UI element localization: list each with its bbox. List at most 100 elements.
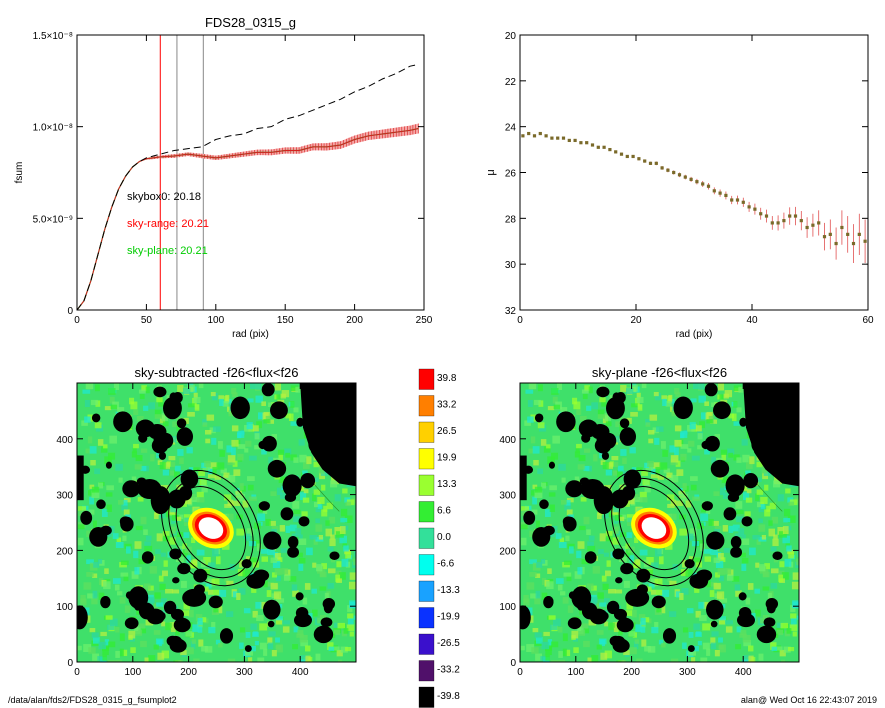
panel4-noise [675,460,681,467]
panel4-noise [742,659,749,662]
panel3-noise [137,497,144,502]
panel4-noise [576,624,582,631]
panel4-noise [604,650,613,659]
panel4-noise [693,383,699,389]
panel3-noise [217,441,223,449]
panel4-noise [786,628,792,634]
panel4-noise [786,545,792,552]
panel4-noise [622,457,627,465]
panel3-noise [347,613,354,619]
panel3-noise [187,411,195,417]
panel4-noise [790,618,797,626]
panel3-masked-star-large [253,569,270,582]
panel2-point [782,219,786,223]
panel1-annotation-2: sky-plane: 20.21 [127,245,208,257]
panel2-point [822,235,827,239]
panel4-noise [656,426,664,432]
panel3-noise [313,461,321,468]
panel4-noise [785,488,791,494]
panel3-noise [321,509,328,517]
panel3-noise [101,509,108,517]
panel2-point [567,138,571,143]
panel3-noise [144,541,151,549]
panel4-noise [778,574,784,583]
panel3-noise [243,533,251,539]
panel3-noise [89,446,97,454]
panel4-noise [783,646,791,653]
panel3-noise [177,384,184,392]
panel4-noise [661,395,668,400]
panel3-masked-star [120,516,134,532]
panel3-noise [135,455,143,462]
panel4-masked-star [556,411,576,433]
panel4-noise [779,649,786,657]
panel4-noise [739,552,746,558]
panel3-noise [328,568,336,574]
panel3-noise [250,623,257,630]
panel2-ytick-label: 26 [505,169,517,180]
panel2-xtick-label: 0 [517,315,523,326]
panel3-noise [315,518,320,523]
panel4-noise [723,547,730,553]
panel3-noise [220,468,227,474]
panel3-ellipse-2 [161,469,261,587]
panel3-noise [292,501,300,509]
panel3-noise [121,503,128,511]
panel3-mask-left [77,455,84,501]
panel3-noise [133,409,139,416]
panel4-noise [745,497,753,503]
panel4-noise [547,456,555,465]
panel3-noise [131,451,138,458]
panel4-noise [699,615,707,622]
panel3-noise [270,491,277,497]
panel4-noise [608,622,615,631]
panel4-noise [742,454,750,463]
panel4-noise [583,465,590,471]
panel4-noise [541,641,550,650]
panel4-noise [551,388,559,395]
panel4-noise [537,384,543,392]
panel4-noise [743,655,752,661]
panel4-noise [577,464,585,470]
panel4-noise [705,507,711,514]
panel1-xtick-label: 50 [141,315,153,326]
panel3-noise [183,519,192,526]
panel3-noise [312,562,317,568]
panel3-noise [255,395,263,403]
panel3-noise [87,593,94,599]
panel3-noise [276,487,283,496]
panel2-ytick-label: 32 [505,306,517,317]
panel3-noise [205,429,212,435]
panel3-noise [347,618,354,626]
panel4-noise [678,490,685,495]
panel4-noise [682,627,689,633]
panel3-noise [245,631,251,638]
panel3-noise [130,401,138,410]
panel3-masked-star [151,437,169,454]
panel4-noise [667,577,672,583]
panel3-noise [232,460,238,467]
panel4-noise [763,471,771,476]
panel4-noise [591,585,597,591]
panel4-noise [601,575,607,582]
panel3-masked-star [208,595,223,609]
panel3-noise [270,582,278,590]
panel3-noise [246,528,254,536]
panel4-noise [619,516,625,522]
panel3-noise [285,413,292,419]
panel4-noise [670,658,679,662]
panel3-noise [186,447,193,454]
panel3-masked-star [261,435,277,452]
panel4-masked-star [730,535,742,549]
panel4-noise [628,498,635,505]
panel4-noise [580,497,587,502]
panel4-masked-star [723,507,737,521]
panel1-annotation-1: sky-range: 20.21 [127,218,209,230]
panel3-noise [202,422,208,427]
panel3-noise [115,627,120,633]
panel3-noise [162,469,170,476]
panel4-noise [779,570,785,576]
panel4-noise [771,568,779,574]
panel4-masked-star [577,601,585,611]
